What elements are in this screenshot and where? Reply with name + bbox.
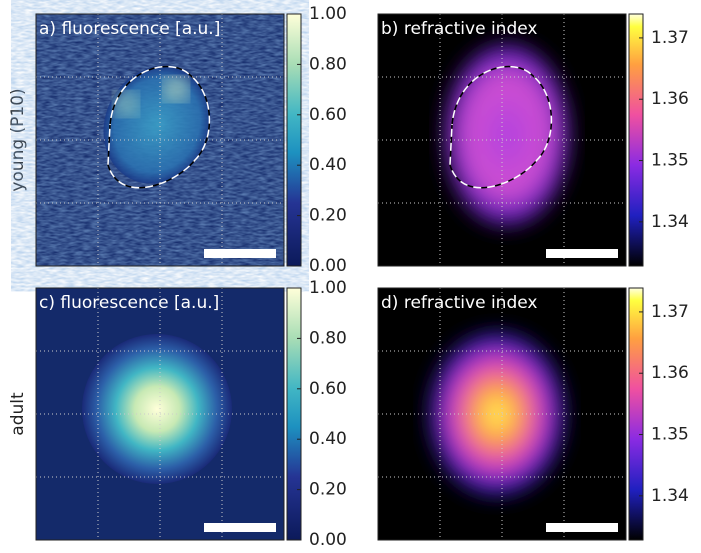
colorbar-tick-label: 1.00 [309,4,347,24]
scale-bar [204,523,276,532]
colorbar-tick-label: 1.37 [651,28,689,48]
scale-bar [204,249,276,258]
panel-image [378,288,626,540]
colorbar [629,288,643,540]
colorbar-tick-label: 0.40 [309,429,347,449]
panel-image [36,14,284,266]
colorbar-tick-label: 1.00 [309,278,347,298]
colorbar-tick-label: 1.34 [651,486,689,506]
colorbar-tick-label: 1.34 [651,212,689,232]
colorbar-tick-label: 0.60 [309,105,347,125]
colorbar-tick-label: 1.36 [651,89,689,109]
panel-image [378,14,626,266]
colorbar [287,288,301,540]
row-label: adult [8,392,28,436]
bright-spot [164,77,188,101]
colorbar-tick-label: 1.36 [651,363,689,383]
colorbar-tick-label: 1.35 [651,151,689,171]
panel-label: d) refractive index [381,293,537,313]
figure: young (P10) adult a) fluorescence [a.u.] 0.… [0,0,701,549]
colorbar-tick-label: 0.40 [309,155,347,175]
panel-label: c) fluorescence [a.u.] [39,293,219,313]
bright-spot [114,92,138,116]
cell [442,40,572,230]
colorbar-tick-label: 0.20 [309,206,347,226]
colorbar-tick-label: 1.35 [651,425,689,445]
colorbar [287,14,301,266]
colorbar-tick-label: 0.00 [309,530,347,549]
colorbar-tick-label: 0.80 [309,328,347,348]
colorbar-tick-label: 0.80 [309,54,347,74]
scale-bar [546,523,618,532]
colorbar-tick-label: 1.37 [651,302,689,322]
colorbar-tick-label: 0.00 [309,256,347,276]
row-label: young (P10) [8,88,28,191]
colorbar-tick-label: 0.60 [309,379,347,399]
panel-image [36,288,284,540]
colorbar [629,14,643,266]
panel-label: b) refractive index [381,19,537,39]
scale-bar [546,249,618,258]
colorbar-tick-label: 0.20 [309,480,347,500]
cell [82,334,232,484]
panel-label: a) fluorescence [a.u.] [39,19,220,39]
